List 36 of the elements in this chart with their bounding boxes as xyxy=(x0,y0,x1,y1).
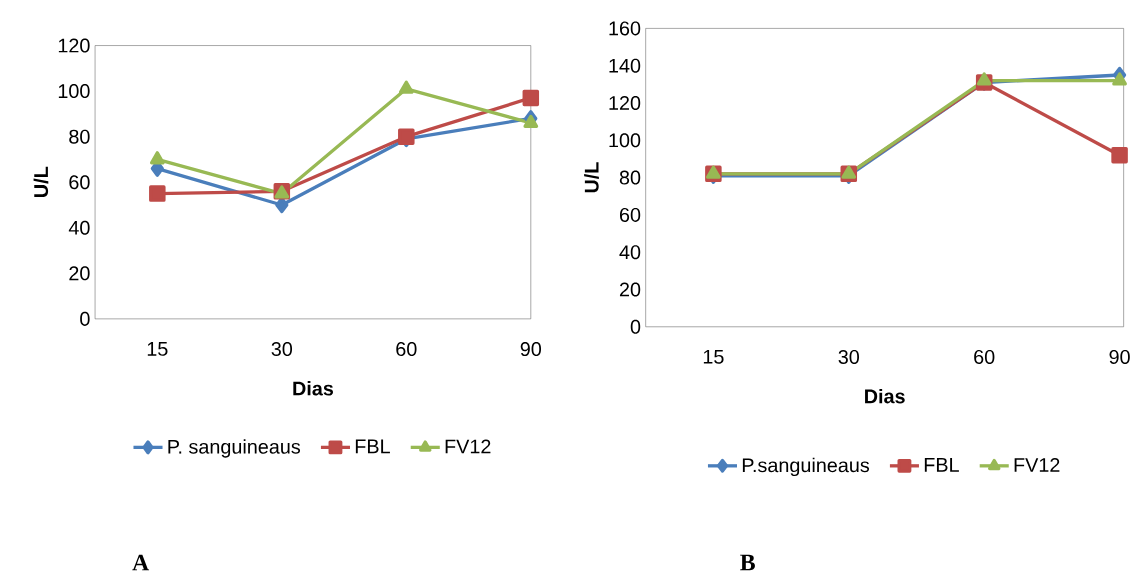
y-tick-label: 100 xyxy=(609,133,641,148)
y-tick-label: 20 xyxy=(69,266,90,281)
y-axis-title: U/L xyxy=(33,166,49,197)
x-tick-label: 60 xyxy=(974,349,995,364)
y-tick-label: 40 xyxy=(619,245,641,260)
x-tick-label: 15 xyxy=(147,341,168,356)
y-tick-label: 120 xyxy=(58,38,90,53)
x-tick-label: 30 xyxy=(838,349,860,364)
y-tick-label: 80 xyxy=(69,129,90,144)
y-tick-label: 40 xyxy=(68,220,90,235)
legend-label: P.sanguineaus xyxy=(742,457,870,476)
y-tick-label: 20 xyxy=(619,282,641,297)
x-axis-title: Dias xyxy=(293,380,334,396)
text: A xyxy=(132,554,150,571)
y-tick-label: 60 xyxy=(69,175,90,190)
y-tick-label: 160 xyxy=(609,21,641,36)
legend-label: FBL xyxy=(355,439,390,454)
y-tick-label: 100 xyxy=(58,83,90,98)
y-tick-label: 140 xyxy=(609,58,641,73)
y-tick-label: 120 xyxy=(609,95,641,110)
x-tick-label: 90 xyxy=(520,341,542,356)
x-tick-label: 90 xyxy=(1109,349,1130,364)
y-tick-label: 0 xyxy=(630,319,641,334)
x-tick-label: 15 xyxy=(703,349,724,364)
legend-label: FBL xyxy=(924,457,959,472)
legend-label: FV12 xyxy=(1014,457,1060,472)
y-tick-label: 80 xyxy=(619,170,641,185)
x-axis-title: Dias xyxy=(865,388,905,404)
legend-label: FV12 xyxy=(445,439,491,454)
x-tick-label: 60 xyxy=(396,341,417,356)
y-tick-label: 0 xyxy=(80,311,90,326)
legend-label: P. sanguineaus xyxy=(168,439,301,458)
y-axis-title: U/L xyxy=(584,162,599,193)
x-tick-label: 30 xyxy=(271,341,293,356)
text: B xyxy=(740,554,755,571)
y-tick-label: 60 xyxy=(619,207,641,222)
